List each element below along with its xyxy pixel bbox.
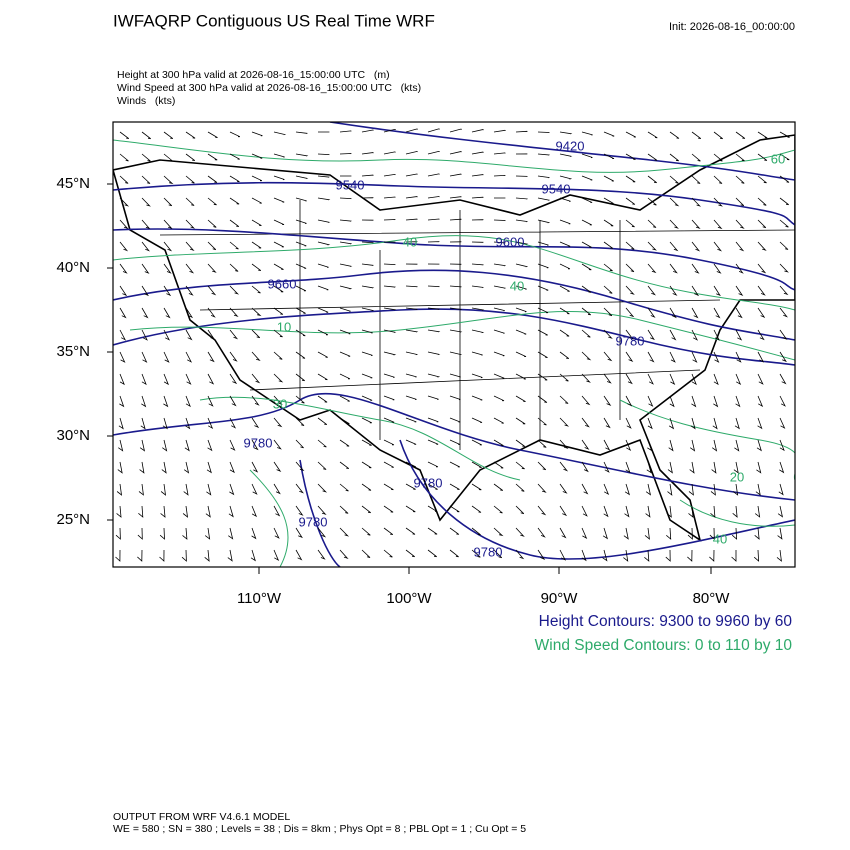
legend-speed: Wind Speed Contours: 0 to 110 by 10 <box>535 637 793 654</box>
height-label: 9660 <box>268 276 297 291</box>
lat-label: 45°N <box>56 175 90 192</box>
init-time: Init: 2026-08-16_00:00:00 <box>669 21 795 33</box>
height-label: 9780 <box>299 514 328 529</box>
legend-height: Height Contours: 9300 to 9960 by 60 <box>539 613 793 630</box>
speed-label: 30 <box>273 396 287 411</box>
height-label: 9780 <box>616 333 645 348</box>
height-label: 9780 <box>474 544 503 559</box>
wind-barbs <box>115 128 790 562</box>
lat-label: 35°N <box>56 343 90 360</box>
lon-label: 100°W <box>386 590 432 607</box>
barb-set <box>115 128 790 562</box>
height-label: 9540 <box>336 177 365 192</box>
height-label: 9780 <box>414 475 443 490</box>
height-label: 9540 <box>542 181 571 196</box>
height-label: 9420 <box>556 138 585 153</box>
field-label: Winds (kts) <box>117 95 175 107</box>
coastline <box>113 134 795 542</box>
map-frame <box>112 121 796 568</box>
speed-label: 60 <box>771 151 785 166</box>
field-label: Height at 300 hPa valid at 2026-08-16_15… <box>117 69 390 81</box>
footer-settings: WE = 580 ; SN = 380 ; Levels = 38 ; Dis … <box>113 823 526 835</box>
map: 9420 9540 9540 9600 9660 9780 9780 9780 9780 9780… <box>113 122 795 567</box>
lat-label: 25°N <box>56 511 90 528</box>
height-contours <box>113 122 795 567</box>
lat-label: 40°N <box>56 259 90 276</box>
speed-label: 40 <box>403 234 417 249</box>
speed-label: 10 <box>277 319 291 334</box>
lon-label: 90°W <box>541 590 579 607</box>
state-lines <box>159 200 795 450</box>
height-label: 9600 <box>496 234 525 249</box>
speed-label: 40 <box>713 531 727 546</box>
height-label: 9780 <box>244 435 273 450</box>
lon-label: 80°W <box>693 590 731 607</box>
lon-label: 110°W <box>237 590 282 607</box>
footer-model: OUTPUT FROM WRF V4.6.1 MODEL <box>113 811 290 823</box>
title: IWFAQRP Contiguous US Real Time WRF <box>113 11 435 30</box>
map-ticks: 45°N 40°N 35°N 30°N 25°N 110°W 100°W 90°W 80°W <box>56 175 730 607</box>
speed-label: 20 <box>730 469 744 484</box>
lat-label: 30°N <box>56 427 90 444</box>
field-label: Wind Speed at 300 hPa valid at 2026-08-1… <box>117 82 421 94</box>
speed-label: 40 <box>510 278 524 293</box>
